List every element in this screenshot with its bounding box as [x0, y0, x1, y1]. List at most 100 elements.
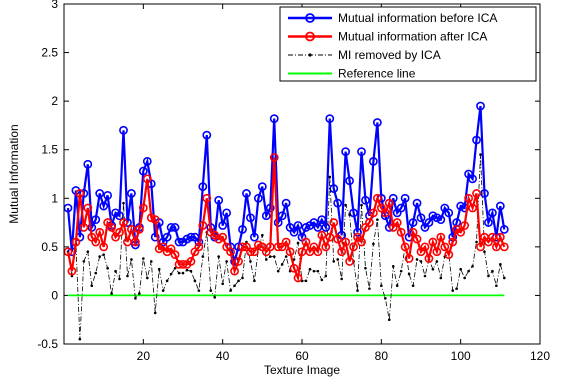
data-point — [408, 218, 418, 227]
data-point — [376, 218, 379, 221]
y-tick-label: 3 — [51, 0, 58, 11]
data-point — [344, 203, 347, 207]
data-point — [150, 215, 160, 225]
data-point — [99, 242, 109, 252]
data-point — [106, 266, 109, 270]
data-point — [169, 272, 173, 276]
data-point — [499, 224, 509, 234]
data-point — [460, 221, 470, 230]
data-point — [392, 218, 402, 227]
data-point — [181, 271, 185, 275]
data-point — [98, 255, 101, 258]
data-point — [269, 114, 279, 124]
data-point — [138, 292, 141, 295]
data-point — [114, 269, 117, 273]
data-point — [202, 193, 212, 203]
data-point — [161, 289, 165, 292]
y-tick-label: -0.5 — [37, 337, 58, 351]
data-point — [272, 255, 276, 258]
data-point — [292, 258, 296, 261]
y-tick-label: 0 — [51, 288, 58, 302]
data-point — [83, 203, 93, 213]
data-point — [483, 250, 486, 254]
y-tick-label: 0.5 — [41, 240, 58, 254]
data-point — [253, 193, 263, 203]
series-line — [66, 157, 506, 283]
x-tick-label: 40 — [216, 349, 230, 363]
data-point — [325, 114, 335, 124]
data-point — [404, 254, 414, 263]
data-point — [198, 221, 208, 230]
data-point — [142, 174, 152, 184]
x-tick-label: 60 — [295, 349, 309, 363]
data-point — [503, 276, 506, 280]
legend-label: Reference line — [338, 67, 416, 81]
data-point — [293, 221, 303, 230]
data-point — [162, 232, 172, 242]
data-point — [337, 247, 347, 257]
x-tick-label: 100 — [451, 349, 471, 363]
data-point — [423, 274, 427, 278]
data-point — [261, 211, 271, 221]
data-point — [495, 201, 505, 211]
x-axis-label: Texture Image — [264, 363, 340, 377]
series-1 — [63, 153, 509, 283]
data-point — [119, 125, 128, 135]
data-point — [464, 193, 473, 203]
data-point — [296, 241, 300, 245]
series-2 — [66, 153, 506, 341]
data-point — [122, 201, 125, 205]
data-point — [455, 287, 459, 290]
data-point — [269, 153, 279, 162]
data-point — [249, 232, 259, 242]
data-point — [431, 267, 435, 271]
data-point — [372, 118, 382, 127]
data-point — [95, 227, 105, 237]
data-point — [324, 274, 328, 278]
legend-item: MI removed by ICA — [288, 48, 441, 62]
data-point — [189, 269, 193, 273]
data-point — [229, 289, 232, 292]
data-point — [90, 284, 94, 288]
data-point — [487, 208, 497, 218]
data-point — [380, 284, 383, 288]
data-point — [316, 269, 320, 273]
data-point — [217, 255, 220, 258]
data-point — [395, 284, 399, 288]
legend-marker — [308, 53, 312, 57]
data-point — [186, 257, 196, 266]
data-point — [448, 237, 458, 247]
data-point — [321, 242, 331, 252]
data-point — [361, 195, 370, 205]
data-point — [336, 258, 340, 261]
data-point — [411, 284, 415, 288]
y-tick-label: 2 — [51, 94, 58, 108]
data-point — [424, 254, 434, 263]
data-point — [185, 268, 189, 272]
data-point — [289, 227, 299, 237]
data-point — [321, 223, 331, 232]
data-point — [118, 277, 121, 281]
data-point — [273, 242, 283, 252]
data-point — [332, 260, 336, 263]
data-point — [341, 237, 351, 247]
data-point — [79, 223, 89, 232]
data-point — [130, 258, 133, 261]
data-point — [475, 240, 478, 244]
data-point — [213, 296, 217, 299]
data-point — [349, 242, 358, 252]
data-point — [102, 253, 105, 256]
data-point — [280, 263, 284, 266]
data-point — [198, 182, 208, 192]
data-point — [218, 221, 228, 230]
data-point — [281, 198, 291, 208]
data-point — [78, 337, 82, 341]
data-point — [225, 260, 228, 263]
data-point — [340, 277, 343, 281]
data-point — [420, 242, 430, 252]
y-tick-label: 1 — [51, 191, 58, 205]
data-point — [317, 215, 327, 225]
data-point — [201, 255, 205, 258]
data-point — [308, 267, 312, 271]
